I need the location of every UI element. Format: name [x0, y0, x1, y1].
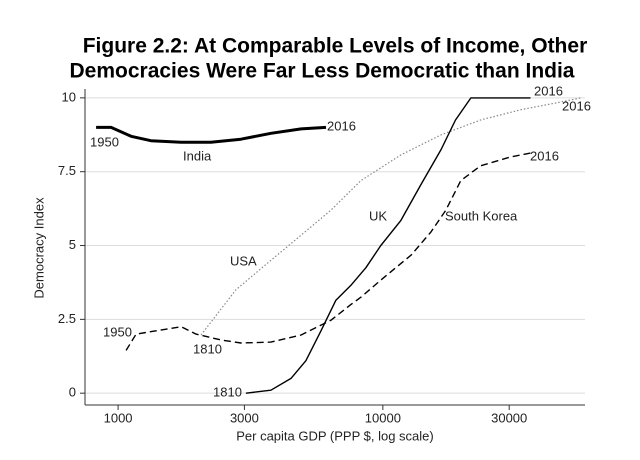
- annotation: 2016: [562, 98, 591, 113]
- chart-title: Democracies Were Far Less Democratic tha…: [70, 60, 575, 83]
- y-tick-label: 2.5: [58, 311, 76, 326]
- line: [200, 97, 581, 336]
- x-tick-label: 1000: [104, 410, 133, 425]
- annotation: 1950: [90, 134, 119, 149]
- annotation: 2016: [534, 83, 563, 98]
- line: [96, 125, 327, 144]
- series-label: South Korea: [445, 208, 518, 223]
- line: [245, 97, 531, 394]
- x-tick-label: 10000: [365, 410, 401, 425]
- annotation: 1810: [193, 341, 222, 356]
- annotation: 1810: [213, 384, 242, 399]
- y-tick-label: 0: [69, 385, 76, 400]
- y-tick-label: 7.5: [58, 163, 76, 178]
- annotation: 2016: [327, 118, 356, 133]
- y-tick-label: 10: [62, 89, 76, 104]
- x-tick-label: 30000: [491, 410, 527, 425]
- series-label: UK: [369, 208, 387, 223]
- y-tick-label: 5: [69, 237, 76, 252]
- y-axis-label: Democracy Index: [31, 197, 46, 299]
- x-tick-label: 3000: [230, 410, 259, 425]
- line: [125, 152, 531, 351]
- annotation: 2016: [530, 148, 559, 163]
- chart-title: Figure 2.2: At Comparable Levels of Inco…: [83, 35, 588, 58]
- x-axis-label: Per capita GDP (PPP $, log scale): [236, 428, 434, 443]
- series-label: USA: [230, 253, 257, 268]
- series-label: India: [183, 148, 212, 163]
- annotation: 1950: [103, 324, 132, 339]
